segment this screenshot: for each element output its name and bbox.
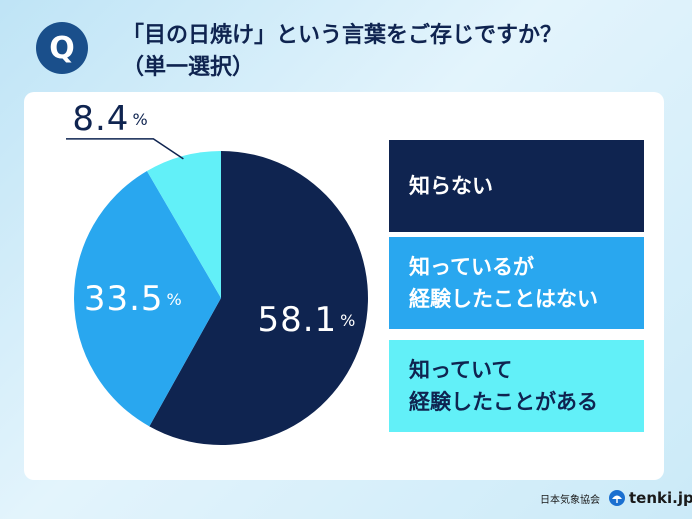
legend-item-label: 知らない [409,174,493,198]
slice-value-label-3: 8.4% [72,99,147,139]
question-line-1: 「目の日焼け」という言葉をご存じですか？ [122,23,563,48]
slice-leader-line-3 [66,138,184,160]
pie-slice-1 [149,151,368,445]
legend-item-label: 知っているが [409,255,534,279]
footer-logo: 日本気象協会 tenki.jp [540,488,692,508]
slice-value-label-1: 58.1% [257,300,355,340]
brand-name: tenki.jp [629,489,692,507]
legend-item-label: 経験したことがある [409,390,598,414]
legend-item-2: 知っているが経験したことはない [389,237,644,329]
pie-slice-3 [146,151,221,298]
legend-item-label: 経験したことはない [409,287,598,311]
slice-value-label-2: 33.5% [84,279,182,319]
question-text: 「目の日焼け」という言葉をご存じですか？ （単一選択） [122,20,662,84]
org-name: 日本気象協会 [540,494,600,506]
question-badge: Q [36,22,88,74]
legend-item-label: 知っていて [409,358,513,382]
legend-item-3: 知っていて経験したことがある [389,340,644,432]
legend-item-1: 知らない [389,140,644,232]
question-line-2: （単一選択） [122,55,255,80]
pie-slice-2 [73,171,221,427]
tenki-logo-icon [609,490,625,506]
